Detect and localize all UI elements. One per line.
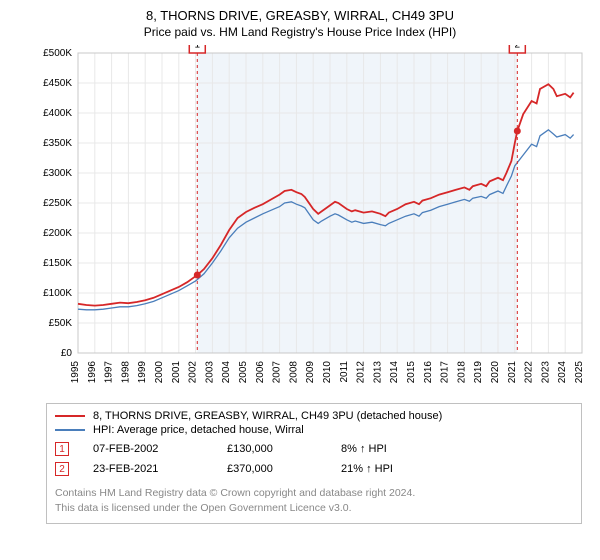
svg-text:2023: 2023: [540, 361, 551, 384]
svg-text:2: 2: [515, 45, 521, 51]
sale-marker-1: 1: [55, 442, 69, 456]
svg-text:1996: 1996: [87, 361, 98, 384]
legend-row-blue: HPI: Average price, detached house, Wirr…: [55, 424, 573, 436]
svg-text:2009: 2009: [305, 361, 316, 384]
chart-title: 8, THORNS DRIVE, GREASBY, WIRRAL, CH49 3…: [10, 8, 590, 23]
svg-text:£450K: £450K: [43, 78, 72, 89]
svg-text:2002: 2002: [188, 361, 199, 384]
svg-text:1997: 1997: [104, 361, 115, 384]
sale-hpi-1: 8% ↑ HPI: [341, 443, 431, 455]
svg-text:2025: 2025: [574, 361, 585, 384]
chart-container: 8, THORNS DRIVE, GREASBY, WIRRAL, CH49 3…: [0, 0, 600, 534]
svg-text:2015: 2015: [406, 361, 417, 384]
svg-text:2022: 2022: [524, 361, 535, 384]
legend-row-red: 8, THORNS DRIVE, GREASBY, WIRRAL, CH49 3…: [55, 410, 573, 422]
svg-text:2006: 2006: [255, 361, 266, 384]
svg-text:2013: 2013: [372, 361, 383, 384]
legend-swatch-red: [55, 415, 85, 417]
legend-swatch-blue: [55, 429, 85, 431]
sale-row: 2 23-FEB-2021 £370,000 21% ↑ HPI: [55, 462, 573, 476]
svg-text:1: 1: [194, 45, 200, 51]
svg-text:£300K: £300K: [43, 168, 72, 179]
sale-date-2: 23-FEB-2021: [93, 463, 203, 475]
sale-marker-2: 2: [55, 462, 69, 476]
svg-text:2004: 2004: [221, 361, 232, 384]
svg-text:£100K: £100K: [43, 288, 72, 299]
svg-text:2003: 2003: [204, 361, 215, 384]
svg-text:2020: 2020: [490, 361, 501, 384]
svg-text:1998: 1998: [120, 361, 131, 384]
svg-text:2008: 2008: [288, 361, 299, 384]
legend-label-blue: HPI: Average price, detached house, Wirr…: [93, 424, 304, 436]
svg-text:2014: 2014: [389, 361, 400, 384]
svg-text:2016: 2016: [423, 361, 434, 384]
svg-text:£500K: £500K: [43, 48, 72, 59]
plot-area: £0 £50K £100K £150K £200K £250K £300K £350K £400…: [30, 45, 590, 395]
sale-date-1: 07-FEB-2002: [93, 443, 203, 455]
svg-text:2018: 2018: [456, 361, 467, 384]
svg-text:£250K: £250K: [43, 198, 72, 209]
svg-text:2001: 2001: [171, 361, 182, 384]
copyright-text: Contains HM Land Registry data © Crown c…: [55, 486, 573, 515]
svg-text:1999: 1999: [137, 361, 148, 384]
sale-hpi-2: 21% ↑ HPI: [341, 463, 431, 475]
legend-label-red: 8, THORNS DRIVE, GREASBY, WIRRAL, CH49 3…: [93, 410, 442, 422]
svg-text:2010: 2010: [322, 361, 333, 384]
svg-text:£150K: £150K: [43, 258, 72, 269]
svg-text:£0: £0: [61, 348, 73, 359]
svg-text:£350K: £350K: [43, 138, 72, 149]
svg-text:2017: 2017: [440, 361, 451, 384]
svg-text:2021: 2021: [507, 361, 518, 384]
chart-subtitle: Price paid vs. HM Land Registry's House …: [10, 25, 590, 39]
svg-text:£400K: £400K: [43, 108, 72, 119]
sale-price-1: £130,000: [227, 443, 317, 455]
svg-text:2000: 2000: [154, 361, 165, 384]
sale-row: 1 07-FEB-2002 £130,000 8% ↑ HPI: [55, 442, 573, 456]
svg-text:£200K: £200K: [43, 228, 72, 239]
svg-text:2007: 2007: [272, 361, 283, 384]
svg-text:2019: 2019: [473, 361, 484, 384]
svg-text:2024: 2024: [557, 361, 568, 384]
sale-price-2: £370,000: [227, 463, 317, 475]
legend-box: 8, THORNS DRIVE, GREASBY, WIRRAL, CH49 3…: [46, 403, 582, 524]
svg-text:1995: 1995: [70, 361, 81, 384]
chart-svg: £0 £50K £100K £150K £200K £250K £300K £350K £400…: [30, 45, 590, 395]
svg-text:2011: 2011: [339, 361, 350, 383]
svg-text:2005: 2005: [238, 361, 249, 384]
svg-text:2012: 2012: [356, 361, 367, 384]
svg-text:£50K: £50K: [49, 318, 73, 329]
